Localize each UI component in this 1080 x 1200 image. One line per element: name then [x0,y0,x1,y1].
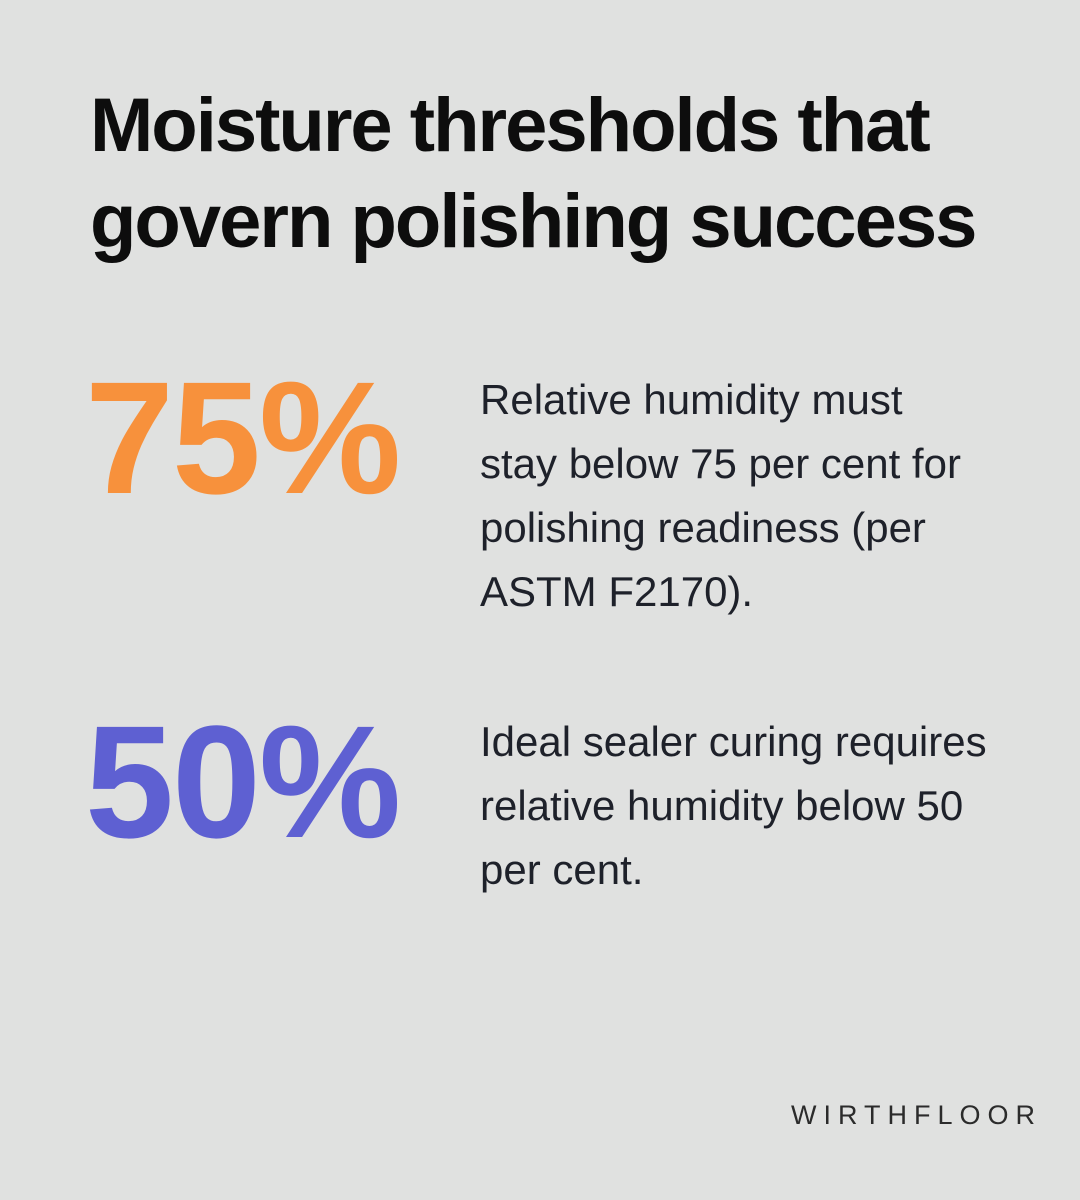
stat-description-sealer-curing: Ideal sealer curing requires relative hu… [480,718,987,893]
page-title-line-1: Moisture thresholds that [90,83,931,168]
stat-value-75-percent: 75% [85,348,401,527]
page-title: Moisture thresholds that govern polishin… [90,78,1010,270]
stat-row-sealer-curing: 50% Ideal sealer curing requires relativ… [0,702,1080,992]
page-title-line-2: govern polishing success [90,179,977,264]
stat-value-50-percent: 50% [85,692,401,871]
brand-wordmark: WIRTHFLOOR [791,1100,1042,1130]
stat-description-polishing-readiness: Relative humidity must stay below 75 per… [480,376,961,615]
stat-row-polishing-readiness: 75% Relative humidity must stay below 75… [0,358,1080,648]
